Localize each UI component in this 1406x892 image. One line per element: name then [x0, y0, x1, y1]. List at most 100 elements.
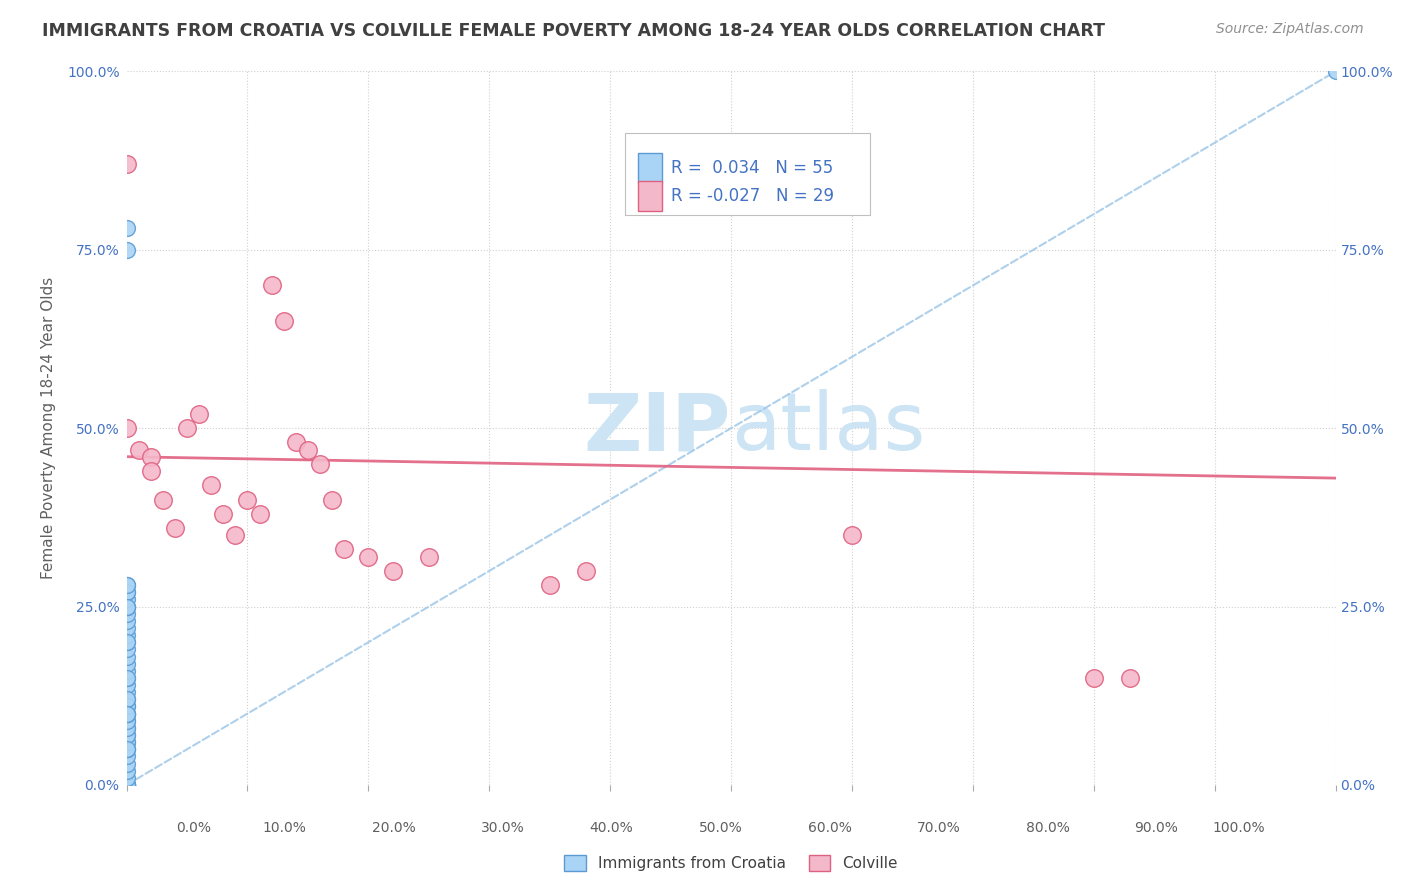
Text: 40.0%: 40.0% [589, 821, 634, 835]
Point [115, 778, 138, 792]
Point [188, 407, 211, 421]
Text: ZIP: ZIP [583, 389, 731, 467]
Point [115, 728, 138, 742]
Text: Source: ZipAtlas.com: Source: ZipAtlas.com [1216, 22, 1364, 37]
Point [115, 657, 138, 671]
Point [115, 599, 138, 614]
Point [115, 706, 138, 721]
Text: 100.0%: 100.0% [1213, 821, 1265, 835]
Point [297, 442, 319, 457]
Text: R =  0.034   N = 55: R = 0.034 N = 55 [671, 159, 834, 177]
Point [115, 728, 138, 742]
Point [115, 706, 138, 721]
Point [309, 457, 332, 471]
Point [152, 492, 174, 507]
Point [115, 692, 138, 706]
Point [115, 778, 138, 792]
Point [115, 778, 138, 792]
Point [115, 635, 138, 649]
Point [115, 678, 138, 692]
Point [115, 585, 138, 599]
Text: IMMIGRANTS FROM CROATIA VS COLVILLE FEMALE POVERTY AMONG 18-24 YEAR OLDS CORRELA: IMMIGRANTS FROM CROATIA VS COLVILLE FEMA… [42, 22, 1105, 40]
Point [115, 721, 138, 735]
Point [163, 521, 186, 535]
Point [115, 721, 138, 735]
Point [212, 507, 235, 521]
Point [200, 478, 222, 492]
Text: 20.0%: 20.0% [371, 821, 416, 835]
Text: 30.0%: 30.0% [481, 821, 524, 835]
Text: atlas: atlas [731, 389, 925, 467]
Point [115, 735, 138, 749]
Point [115, 578, 138, 592]
Point [1324, 64, 1347, 78]
Legend: Immigrants from Croatia, Colville: Immigrants from Croatia, Colville [558, 849, 904, 877]
Point [128, 442, 150, 457]
Point [115, 778, 138, 792]
Point [115, 706, 138, 721]
Point [381, 564, 404, 578]
Point [115, 778, 138, 792]
Point [236, 492, 259, 507]
Point [139, 450, 162, 464]
Point [115, 642, 138, 657]
Point [115, 599, 138, 614]
Point [115, 649, 138, 664]
Point [115, 699, 138, 714]
Point [115, 628, 138, 642]
Y-axis label: Female Poverty Among 18-24 Year Olds: Female Poverty Among 18-24 Year Olds [41, 277, 56, 579]
Point [115, 771, 138, 785]
Point [418, 549, 440, 564]
Point [575, 564, 598, 578]
Point [115, 614, 138, 628]
Text: R = -0.027   N = 29: R = -0.027 N = 29 [671, 187, 834, 205]
Point [115, 742, 138, 756]
Point [115, 157, 138, 171]
Point [139, 464, 162, 478]
Point [333, 542, 356, 557]
Point [115, 592, 138, 607]
Point [115, 742, 138, 756]
Point [115, 421, 138, 435]
Point [115, 778, 138, 792]
Point [249, 507, 271, 521]
Point [115, 692, 138, 706]
Point [115, 714, 138, 728]
Point [115, 706, 138, 721]
Point [1119, 671, 1142, 685]
Text: 70.0%: 70.0% [917, 821, 960, 835]
Point [115, 599, 138, 614]
Point [115, 585, 138, 599]
Point [260, 278, 283, 293]
Point [115, 607, 138, 621]
Point [115, 735, 138, 749]
Point [115, 699, 138, 714]
Point [115, 671, 138, 685]
Point [115, 635, 138, 649]
Text: 80.0%: 80.0% [1025, 821, 1070, 835]
Text: 50.0%: 50.0% [699, 821, 742, 835]
Point [115, 742, 138, 756]
Point [115, 664, 138, 678]
Point [115, 778, 138, 792]
Point [357, 549, 380, 564]
Point [115, 243, 138, 257]
Point [115, 621, 138, 635]
Text: 10.0%: 10.0% [263, 821, 307, 835]
Point [176, 421, 198, 435]
Text: 0.0%: 0.0% [176, 821, 211, 835]
Point [538, 578, 561, 592]
Text: 90.0%: 90.0% [1135, 821, 1178, 835]
Point [115, 671, 138, 685]
Point [115, 685, 138, 699]
Point [321, 492, 343, 507]
Point [224, 528, 246, 542]
Point [273, 314, 295, 328]
Text: 60.0%: 60.0% [807, 821, 852, 835]
Point [115, 714, 138, 728]
Point [115, 749, 138, 764]
Point [284, 435, 307, 450]
Point [115, 578, 138, 592]
Point [115, 756, 138, 771]
Point [115, 764, 138, 778]
